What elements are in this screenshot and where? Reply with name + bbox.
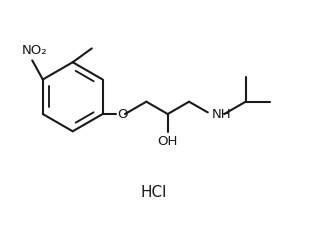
Text: O: O (118, 108, 128, 120)
Text: NO₂: NO₂ (21, 44, 47, 57)
Text: HCl: HCl (140, 185, 166, 200)
Text: OH: OH (158, 135, 178, 148)
Text: NH: NH (212, 108, 231, 120)
